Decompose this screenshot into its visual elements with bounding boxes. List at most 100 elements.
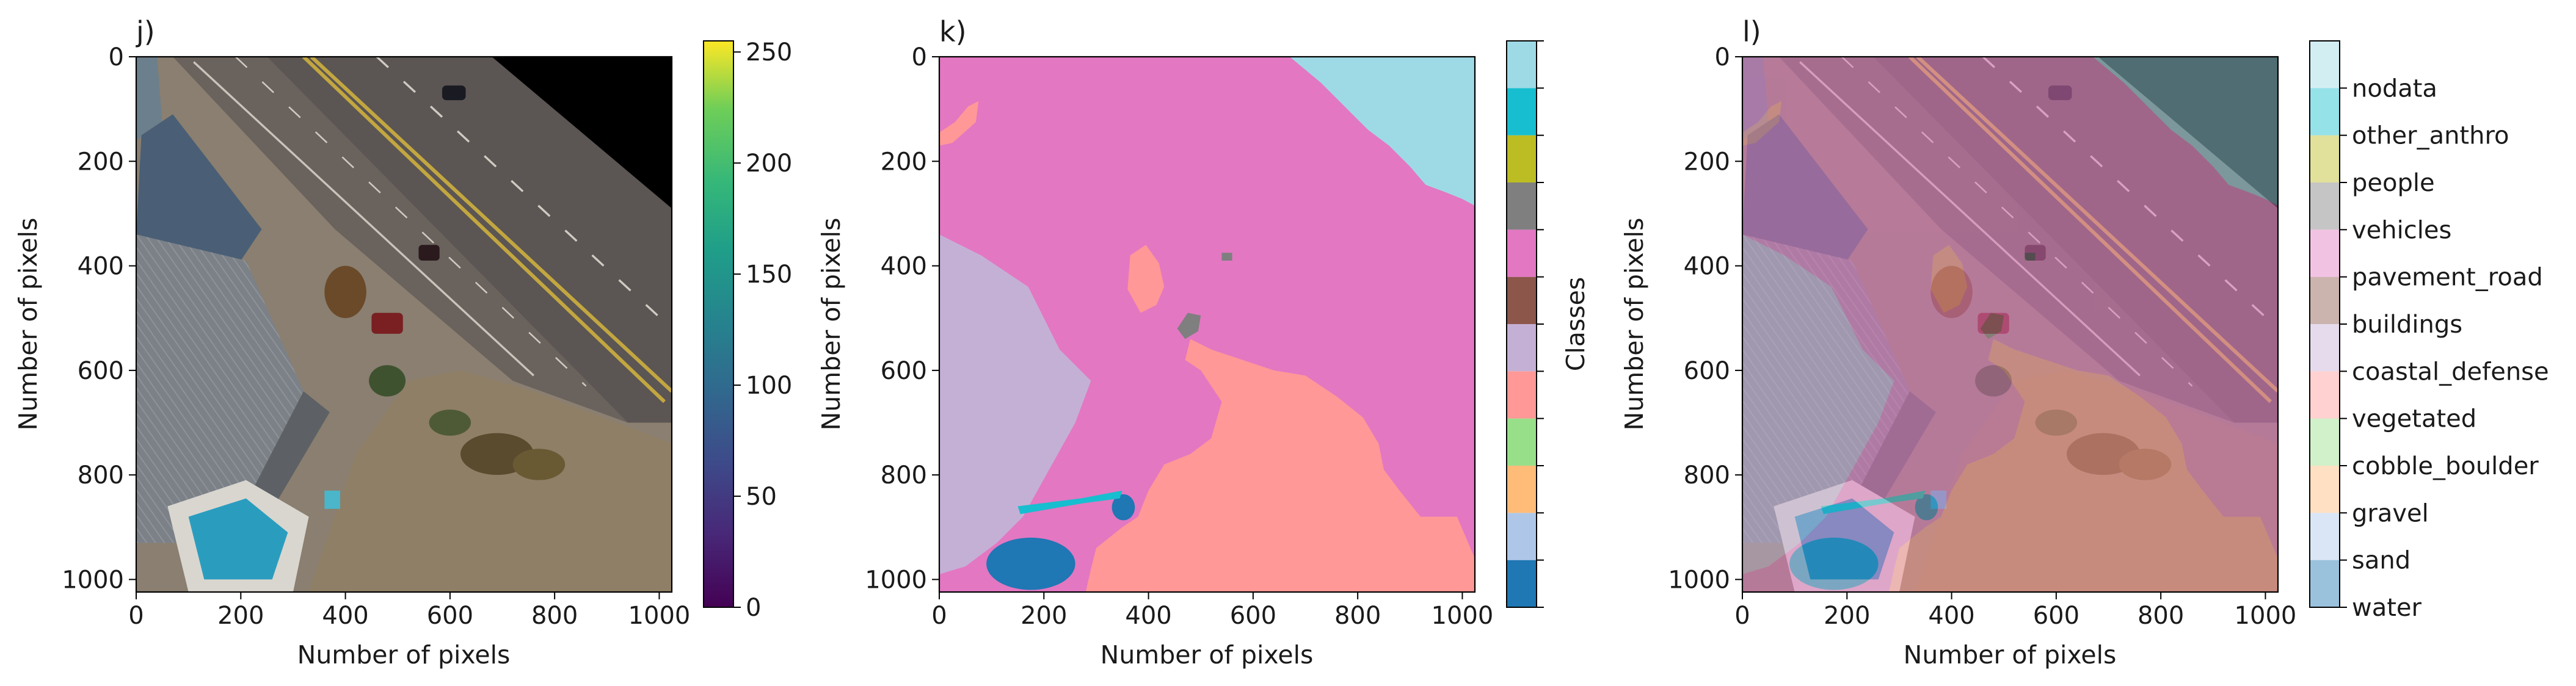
y-tick-label: 800 <box>881 461 927 489</box>
colorbar-swatch <box>1507 41 1537 88</box>
colorbar-tick-label: 200 <box>746 150 792 178</box>
legend-swatch <box>2310 276 2340 324</box>
x-tick-label: 800 <box>2138 602 2184 630</box>
colorbar-tick-label: 250 <box>746 38 792 67</box>
legend-class-label: nodata <box>2352 74 2437 103</box>
colorbar-swatch <box>1507 371 1537 419</box>
legend-swatch <box>2310 418 2340 466</box>
legend-swatch <box>2310 513 2340 560</box>
legend-swatch <box>2310 560 2340 607</box>
legend-swatch <box>2310 88 2340 135</box>
panel-j-colorbar <box>703 40 734 608</box>
colorbar-swatch <box>1507 135 1537 182</box>
legend-class-label: vegetated <box>2352 405 2476 433</box>
panel-k-frame <box>938 56 1476 593</box>
x-tick-label: 800 <box>531 602 578 630</box>
x-tick-label: 400 <box>1125 602 1171 630</box>
panel-j-xlabel: Number of pixels <box>297 640 511 670</box>
panel-k-colorbar-label: Classes <box>1561 277 1590 371</box>
panel-l-image <box>1742 57 2278 592</box>
colorbar-tick-label: 100 <box>746 372 792 400</box>
y-tick-label: 400 <box>881 253 927 281</box>
legend-swatch <box>2310 41 2340 88</box>
legend-class-label: vehicles <box>2352 216 2451 244</box>
colorbar-swatch <box>1507 88 1537 135</box>
x-tick-label: 600 <box>427 602 473 630</box>
panel-j-title: j) <box>136 15 155 48</box>
x-tick-label: 200 <box>1824 602 1870 630</box>
colorbar-tick-label: 50 <box>746 483 777 511</box>
legend-class-label: people <box>2352 169 2435 197</box>
legend-class-label: sand <box>2352 547 2410 575</box>
panel-l-xlabel: Number of pixels <box>1904 640 2117 670</box>
panel-l-title: l) <box>1742 15 1761 48</box>
legend-class-label: water <box>2352 594 2422 622</box>
y-tick-label: 0 <box>109 43 124 71</box>
panel-k-title: k) <box>939 15 967 48</box>
panel-l-ylabel: Number of pixels <box>1620 218 1649 431</box>
y-tick-label: 600 <box>1684 357 1730 385</box>
colorbar-swatch <box>1507 229 1537 277</box>
x-tick-label: 600 <box>1230 602 1276 630</box>
y-tick-label: 200 <box>881 148 927 176</box>
panel-j-ylabel: Number of pixels <box>13 218 43 431</box>
colorbar-swatch <box>1507 182 1537 230</box>
x-tick-label: 800 <box>1334 602 1381 630</box>
panel-j-frame <box>135 56 673 593</box>
legend-swatch <box>2310 182 2340 230</box>
y-tick-label: 200 <box>1684 148 1730 176</box>
y-tick-label: 0 <box>1715 43 1730 71</box>
panel-l-legend: water sand gravel cobble_boulder vegetated co… <box>2309 40 2549 622</box>
y-tick-label: 800 <box>78 461 124 489</box>
legend-class-label: pavement_road <box>2352 264 2543 292</box>
legend-swatch <box>2310 135 2340 182</box>
panel-k-xlabel: Number of pixels <box>1101 640 1314 670</box>
x-tick-label: 0 <box>1734 602 1750 630</box>
colorbar-tick-label: 150 <box>746 261 792 289</box>
panel-l-frame <box>1741 56 2279 593</box>
y-tick-label: 1000 <box>1668 566 1730 594</box>
panel-k-segmentation <box>939 57 1475 592</box>
x-tick-label: 1000 <box>1432 602 1494 630</box>
y-tick-label: 400 <box>78 253 124 281</box>
x-tick-label: 200 <box>1021 602 1067 630</box>
panel-j-image <box>136 57 672 592</box>
panel-j-colorbar-ticks: 0 50 100 150 200 250 <box>733 38 792 622</box>
x-tick-label: 200 <box>217 602 264 630</box>
panel-k-colorbar <box>1506 40 1544 608</box>
y-tick-label: 800 <box>1684 461 1730 489</box>
legend-class-label: buildings <box>2352 311 2462 339</box>
legend-class-label: coastal_defense <box>2352 358 2549 386</box>
x-tick-label: 400 <box>1928 602 1974 630</box>
legend-class-label: other_anthro <box>2352 122 2509 150</box>
x-tick-label: 400 <box>322 602 368 630</box>
y-tick-label: 400 <box>1684 253 1730 281</box>
x-tick-label: 600 <box>2033 602 2079 630</box>
colorbar-swatch <box>1507 466 1537 513</box>
x-tick-label: 0 <box>931 602 947 630</box>
y-tick-label: 1000 <box>62 566 124 594</box>
y-tick-label: 600 <box>78 357 124 385</box>
colorbar-swatch <box>1507 418 1537 466</box>
colorbar-swatch <box>1507 276 1537 324</box>
colorbar-swatch <box>1507 324 1537 372</box>
x-tick-label: 0 <box>128 602 144 630</box>
legend-swatch <box>2310 371 2340 419</box>
colorbar-swatch <box>1507 560 1537 607</box>
y-tick-label: 1000 <box>865 566 927 594</box>
colorbar-swatch <box>1507 513 1537 560</box>
panel-k-ylabel: Number of pixels <box>817 218 846 431</box>
legend-swatch <box>2310 466 2340 513</box>
colorbar-tick-label: 0 <box>746 594 761 622</box>
x-tick-label: 1000 <box>628 602 691 630</box>
y-tick-label: 0 <box>912 43 927 71</box>
y-tick-label: 600 <box>881 357 927 385</box>
y-tick-label: 200 <box>78 148 124 176</box>
legend-class-label: cobble_boulder <box>2352 452 2539 480</box>
